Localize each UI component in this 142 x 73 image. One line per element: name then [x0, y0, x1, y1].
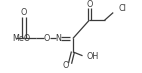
- Text: O: O: [86, 0, 92, 9]
- Text: MeO: MeO: [12, 34, 31, 43]
- Text: Cl: Cl: [119, 4, 127, 13]
- Text: OH: OH: [86, 52, 99, 61]
- Text: O: O: [62, 61, 68, 70]
- Text: N: N: [56, 34, 61, 43]
- Text: O: O: [21, 8, 27, 17]
- Text: O: O: [44, 34, 50, 43]
